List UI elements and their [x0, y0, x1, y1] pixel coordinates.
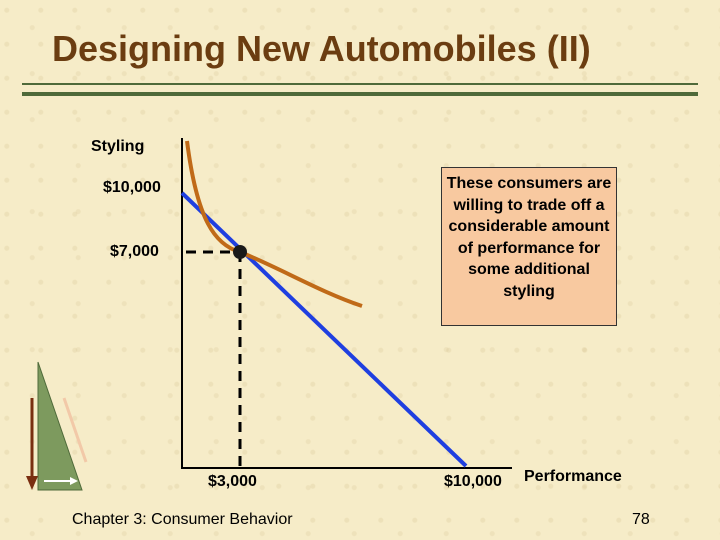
budget-line [180, 191, 468, 468]
page-number: 78 [632, 511, 650, 528]
annotation-box: These consumers are willing to trade off… [441, 167, 617, 326]
title-rule-thin [22, 83, 698, 85]
footer-text: Chapter 3: Consumer Behavior [72, 511, 293, 528]
slide-title: Designing New Automobiles (II) [52, 28, 591, 69]
x-tick-label: $3,000 [208, 473, 257, 490]
y-tick-label: $10,000 [103, 179, 161, 196]
x-axis-label: Performance [524, 468, 622, 485]
nav-triangle-icon [26, 361, 88, 491]
y-tick-label: $7,000 [110, 243, 159, 260]
title-rule-thick [22, 92, 698, 96]
y-axis-label: Styling [91, 138, 145, 155]
tangency-point [233, 245, 247, 259]
x-tick-label: $10,000 [444, 473, 502, 490]
